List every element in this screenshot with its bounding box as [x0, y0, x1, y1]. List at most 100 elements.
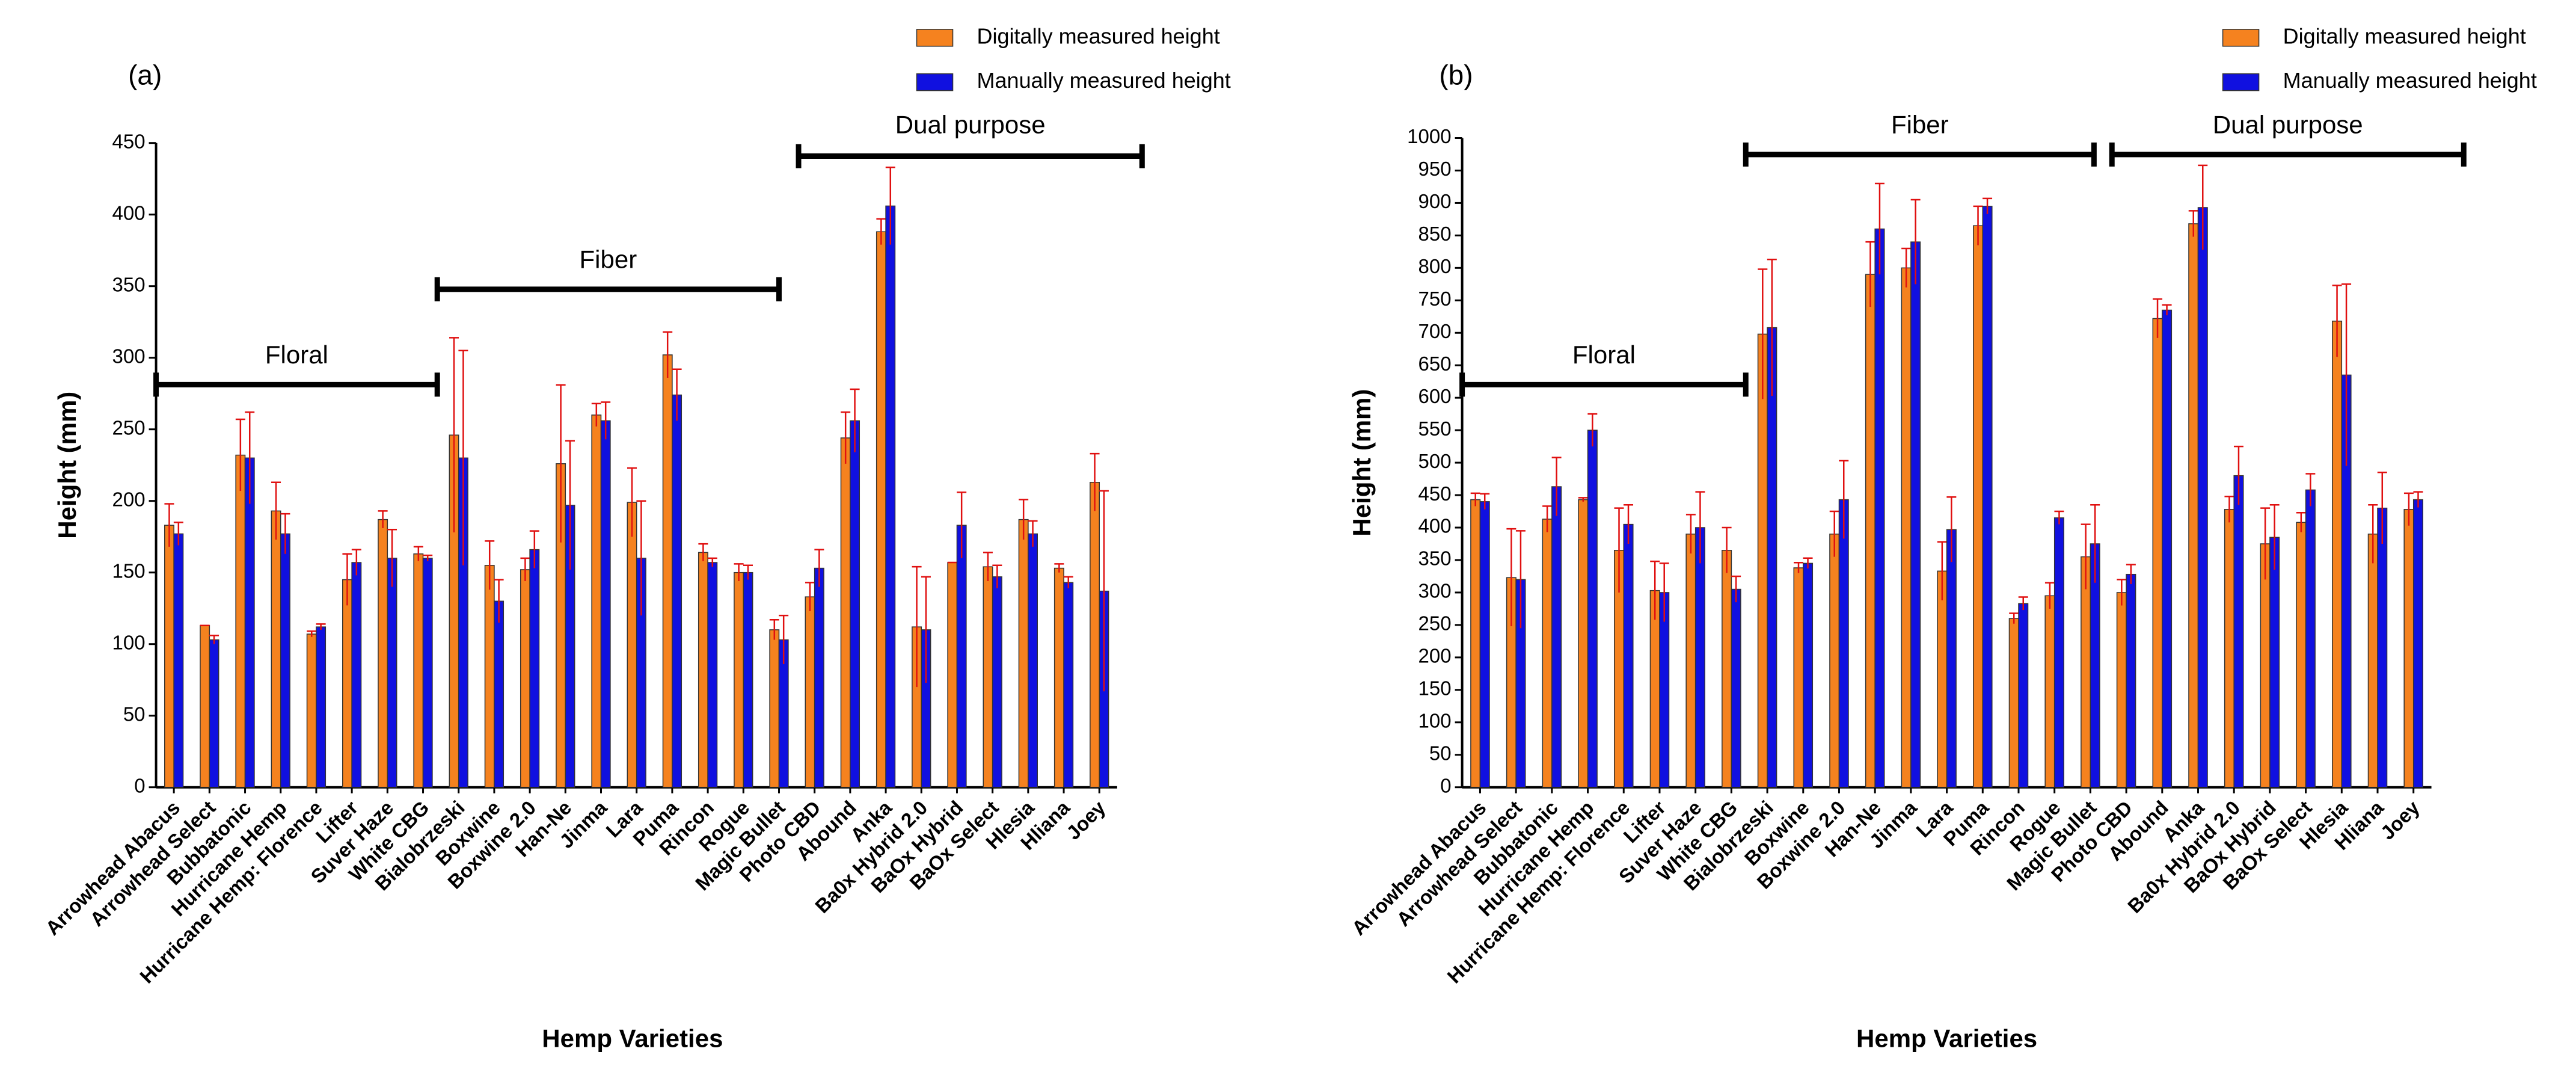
bar	[1542, 519, 1553, 788]
y-axis-label: Height (mm)	[53, 392, 81, 539]
bar	[1722, 550, 1732, 788]
y-tick-label: 50	[123, 703, 146, 725]
bar	[235, 454, 246, 788]
y-tick-label: 350	[1418, 547, 1452, 570]
bar	[707, 562, 718, 788]
y-tick-label: 600	[1418, 385, 1452, 407]
bar	[529, 549, 540, 788]
y-tick-label: 1000	[1407, 125, 1451, 147]
bar	[2260, 543, 2271, 788]
bar	[378, 519, 388, 788]
y-tick-label: 250	[112, 416, 145, 439]
x-tick-label: Joey	[2376, 796, 2424, 844]
bar	[494, 600, 504, 788]
bar	[850, 420, 860, 788]
y-tick-label: 200	[112, 488, 145, 510]
bar	[2152, 318, 2163, 788]
group-label: Dual purpose	[895, 110, 1046, 138]
group-bracket	[2109, 142, 2467, 167]
bar	[2224, 509, 2234, 788]
bar	[1946, 529, 1957, 788]
bar	[271, 510, 281, 788]
bar	[1937, 570, 1948, 788]
bar	[1973, 225, 1984, 788]
bar	[1803, 562, 1814, 788]
y-tick-label: 50	[1429, 742, 1452, 764]
legend-label: Digitally measured height	[977, 23, 1220, 48]
y-tick-label: 200	[1418, 645, 1452, 667]
bar	[2081, 556, 2091, 788]
x-axis-label: Hemp Varieties	[542, 1024, 723, 1053]
bar	[627, 502, 637, 788]
bar	[2008, 618, 2019, 788]
bar	[1649, 590, 1660, 788]
group-label: Floral	[1572, 340, 1636, 369]
bar	[1731, 588, 1741, 788]
bar	[956, 525, 967, 788]
bar	[1090, 482, 1100, 788]
bar	[342, 579, 352, 788]
group-label: Floral	[265, 340, 328, 369]
bar	[1865, 274, 1875, 788]
bar	[2018, 603, 2029, 788]
y-tick-label: 100	[1418, 709, 1452, 732]
y-tick-label: 450	[1418, 482, 1452, 505]
y-tick-label: 400	[1418, 515, 1452, 537]
bar	[805, 596, 815, 788]
bar	[200, 625, 210, 788]
bar	[814, 567, 824, 788]
bar	[413, 553, 424, 788]
y-tick-label: 550	[1418, 417, 1452, 440]
bar	[1578, 499, 1589, 788]
x-axis-label: Hemp Varieties	[1856, 1024, 2037, 1053]
bar	[1793, 567, 1804, 788]
bar	[2412, 499, 2423, 788]
bar	[591, 414, 602, 788]
group-bracket	[1743, 142, 2097, 167]
bar	[1694, 527, 1705, 788]
bar	[1829, 534, 1840, 788]
group-label: Dual purpose	[2213, 110, 2363, 138]
bar	[1028, 533, 1038, 788]
legend-swatch	[916, 29, 954, 47]
bar	[983, 566, 993, 788]
bar	[2305, 489, 2316, 788]
bar	[2188, 223, 2199, 788]
bar	[840, 437, 851, 788]
bar	[1551, 486, 1562, 788]
y-tick-label: 300	[1418, 580, 1452, 602]
bar	[1470, 499, 1481, 788]
bar	[992, 576, 1002, 788]
bar	[2367, 534, 2378, 788]
bar	[520, 569, 530, 788]
y-tick-label: 900	[1418, 190, 1452, 212]
bar	[2233, 475, 2244, 788]
y-tick-label: 650	[1418, 353, 1452, 375]
bar	[173, 533, 184, 788]
bar	[2053, 517, 2064, 788]
bar	[734, 571, 744, 788]
y-tick-label: 0	[1440, 774, 1451, 796]
legend-swatch	[2222, 29, 2260, 47]
group-bracket	[796, 144, 1145, 168]
bar	[743, 571, 753, 788]
y-tick-label: 300	[112, 345, 145, 367]
bar	[164, 525, 174, 788]
y-tick-label: 950	[1418, 158, 1452, 180]
bar	[876, 231, 886, 788]
y-tick-label: 750	[1418, 288, 1452, 310]
bar	[1063, 582, 1074, 788]
y-tick-label: 400	[112, 202, 145, 224]
group-bracket	[153, 372, 440, 397]
x-tick-label: Joey	[1062, 796, 1110, 844]
legend-swatch	[916, 73, 954, 91]
group-label: Fiber	[579, 245, 637, 274]
legend-label: Manually measured height	[2283, 68, 2537, 93]
group-label: Fiber	[1891, 110, 1949, 138]
bar	[280, 533, 290, 788]
bar	[316, 626, 327, 788]
y-tick-label: 700	[1418, 320, 1452, 342]
bar	[387, 558, 397, 788]
